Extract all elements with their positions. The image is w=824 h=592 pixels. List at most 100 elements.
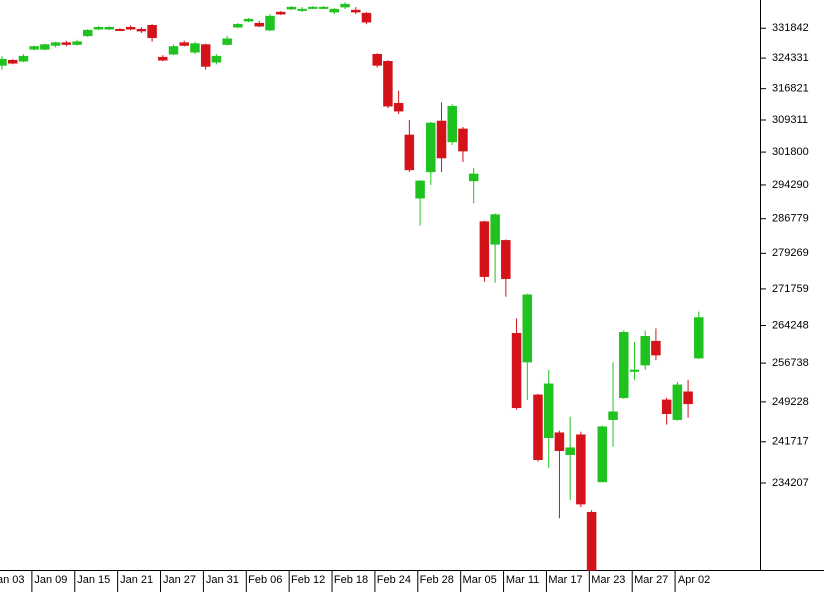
candle-body xyxy=(522,294,533,363)
candle-body xyxy=(50,42,61,46)
candle-body xyxy=(694,317,704,359)
y-tick-label: 249228 xyxy=(772,396,809,408)
x-tick-label: Jan 31 xyxy=(206,574,239,586)
y-tick-label: 301800 xyxy=(772,146,809,158)
x-tick-label: Mar 23 xyxy=(591,574,625,586)
y-tick-label: 234207 xyxy=(772,477,809,489)
candle-body xyxy=(286,6,297,10)
candle-body xyxy=(125,26,136,30)
y-tick-label: 264248 xyxy=(772,319,809,331)
candle-body xyxy=(383,61,393,107)
x-tick-label: Jan 09 xyxy=(34,574,67,586)
x-tick-label: Feb 06 xyxy=(248,574,282,586)
candle-body xyxy=(72,41,82,45)
candle-body xyxy=(61,42,72,45)
x-tick-label: Mar 17 xyxy=(548,574,582,586)
candle-body xyxy=(372,53,382,66)
candle-body xyxy=(297,8,307,11)
candle-body xyxy=(7,59,18,64)
candle-body xyxy=(29,46,39,50)
candle-body xyxy=(479,221,490,277)
candle-body xyxy=(18,55,29,62)
y-tick-label: 316821 xyxy=(772,83,809,95)
candle-body xyxy=(629,369,640,372)
candle-body xyxy=(576,434,586,505)
candle-body xyxy=(533,394,543,460)
y-tick-label: 309311 xyxy=(772,114,808,126)
y-tick-label: 324331 xyxy=(772,52,809,64)
candle-body xyxy=(318,6,329,9)
y-tick-label: 271759 xyxy=(772,283,809,295)
candle-body xyxy=(426,122,436,173)
candle-body xyxy=(190,43,200,53)
x-tick-label: Feb 28 xyxy=(420,574,454,586)
candle-body xyxy=(640,336,650,366)
candle-body xyxy=(115,28,125,31)
candle-body xyxy=(490,214,500,245)
x-tick-label: Jan 21 xyxy=(120,574,153,586)
x-tick-label: Jan 15 xyxy=(77,574,110,586)
y-tick-label: 279269 xyxy=(772,247,809,259)
candle-body xyxy=(275,11,286,15)
y-tick-label: 331842 xyxy=(772,22,809,34)
candle-body xyxy=(672,384,683,420)
candle-body xyxy=(233,23,243,28)
candle-body xyxy=(651,340,661,356)
candle-body xyxy=(501,240,511,279)
candle-body xyxy=(179,42,189,46)
candle-body xyxy=(83,29,93,37)
x-tick-label: Mar 27 xyxy=(634,574,668,586)
candle-body xyxy=(243,18,254,22)
y-tick-label: 286779 xyxy=(772,213,809,225)
candle-body xyxy=(265,15,275,31)
candle-body xyxy=(468,173,479,182)
candle-body xyxy=(200,44,211,67)
candle-body xyxy=(340,3,350,8)
candle-body xyxy=(351,9,361,13)
candle-body xyxy=(661,399,672,414)
candle-body xyxy=(447,105,457,143)
candle-body xyxy=(93,26,104,30)
candle-body xyxy=(415,180,425,199)
x-tick-label: Jan 03 xyxy=(0,574,25,586)
x-tick-label: Feb 18 xyxy=(334,574,368,586)
candle-body xyxy=(683,391,693,405)
x-tick-label: Feb 24 xyxy=(377,574,411,586)
candle-body xyxy=(222,38,232,45)
candle-body xyxy=(147,24,157,39)
x-tick-label: Jan 27 xyxy=(163,574,196,586)
candle-body xyxy=(104,26,114,30)
candle-body xyxy=(136,28,147,32)
candle-body xyxy=(40,44,50,50)
candle-body xyxy=(565,447,575,455)
y-tick-label: 241717 xyxy=(772,436,809,448)
candle-body xyxy=(404,134,415,171)
y-tick-label: 294290 xyxy=(772,179,809,191)
candle-body xyxy=(393,103,404,112)
candle-body xyxy=(554,432,565,451)
y-tick-label: 256738 xyxy=(772,357,809,369)
candle-body xyxy=(158,56,168,61)
candle-body xyxy=(254,22,265,27)
candle-body xyxy=(436,120,447,159)
candle-body xyxy=(308,6,318,9)
candle-body xyxy=(211,55,222,63)
x-tick-label: Feb 12 xyxy=(291,574,325,586)
candle-body xyxy=(458,128,468,152)
candle-body xyxy=(543,383,554,438)
candle-body xyxy=(168,46,179,55)
candle-body xyxy=(586,511,597,571)
candle-body xyxy=(608,411,618,420)
candle-body xyxy=(597,426,608,483)
candle-body xyxy=(619,332,629,399)
candle-body xyxy=(0,58,7,66)
candle-body xyxy=(361,12,372,23)
x-tick-label: Mar 05 xyxy=(463,574,497,586)
candle-body xyxy=(511,333,522,409)
x-tick-label: Apr 02 xyxy=(678,574,710,586)
x-tick-label: Mar 11 xyxy=(506,574,539,586)
candle-body xyxy=(329,8,340,13)
